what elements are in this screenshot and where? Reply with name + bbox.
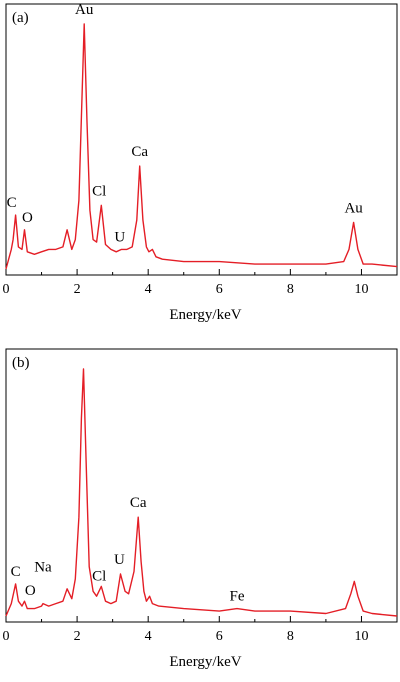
x-tick-label: 8 bbox=[287, 629, 294, 644]
panel-label: (a) bbox=[12, 10, 29, 26]
x-tick-label: 2 bbox=[74, 629, 81, 644]
x-tick-label: 6 bbox=[216, 629, 223, 644]
spectrum-line bbox=[5, 368, 398, 617]
x-tick-label: 0 bbox=[3, 282, 10, 297]
peak-label-na: Na bbox=[34, 560, 52, 576]
peak-label-o: O bbox=[22, 210, 33, 226]
x-tick-label: 4 bbox=[145, 629, 152, 644]
x-axis-label: Energy/keV bbox=[169, 654, 241, 670]
peak-label-au: Au bbox=[344, 200, 363, 216]
panel-label: (b) bbox=[12, 355, 30, 371]
peak-label-cl: Cl bbox=[92, 568, 106, 584]
peak-label-ca: Ca bbox=[131, 144, 148, 160]
peak-label-u: U bbox=[114, 552, 125, 568]
x-tick-label: 0 bbox=[3, 629, 10, 644]
x-axis-label: Energy/keV bbox=[169, 307, 241, 323]
x-tick-label: 10 bbox=[354, 629, 368, 644]
peak-label-ca: Ca bbox=[130, 495, 147, 511]
peak-label-au: Au bbox=[75, 2, 94, 18]
spectrum-line bbox=[5, 23, 398, 270]
peak-label-c: C bbox=[7, 195, 17, 211]
x-tick-label: 8 bbox=[287, 282, 294, 297]
spectrum-panel-a: 0 2 4 6 8 10 Energy/keV (a) Au CO Cl U Ca Au bbox=[3, 2, 398, 323]
peak-label-cl: Cl bbox=[92, 183, 106, 199]
x-tick-label: 4 bbox=[145, 282, 152, 297]
plot-frame bbox=[5, 3, 398, 276]
peak-label-u: U bbox=[114, 229, 125, 245]
peak-label-fe: Fe bbox=[230, 589, 245, 605]
x-tick-label: 2 bbox=[74, 282, 81, 297]
peak-label-c: C bbox=[11, 564, 21, 580]
spectrum-panel-b: 0 2 4 6 8 10 Energy/keV (b) CO Na Cl U Ca Fe bbox=[3, 348, 398, 670]
x-tick-label: 10 bbox=[354, 282, 368, 297]
plot-frame bbox=[5, 348, 398, 623]
x-tick-label: 6 bbox=[216, 282, 223, 297]
peak-label-o: O bbox=[25, 583, 36, 599]
